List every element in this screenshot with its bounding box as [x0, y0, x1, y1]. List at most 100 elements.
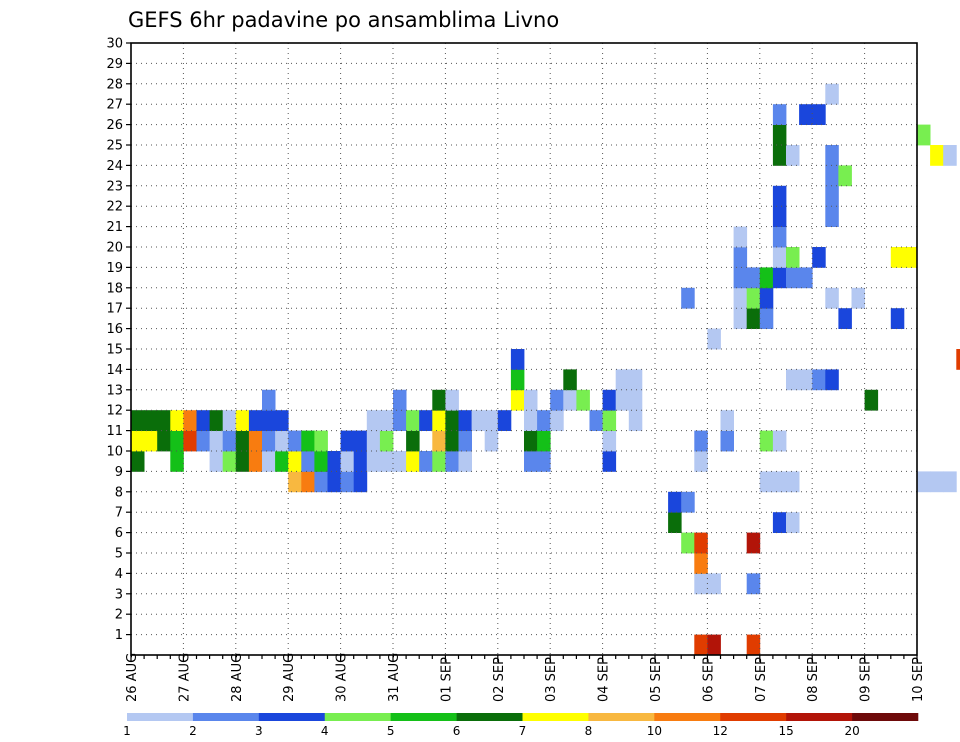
heatmap-cell: [772, 145, 787, 166]
heatmap-cell: [209, 410, 224, 431]
heatmap-cell: [458, 451, 472, 472]
heatmap-cell: [406, 430, 420, 452]
x-tick-label: 09 SEP: [859, 657, 874, 702]
heatmap-cell: [825, 145, 839, 166]
x-tick-label: 30 AUG: [335, 653, 350, 702]
heatmap-cell: [759, 287, 774, 309]
y-tick-label: 24: [106, 159, 123, 174]
heatmap-cell: [445, 389, 459, 411]
y-tick-label: 6: [115, 526, 123, 541]
heatmap-cell: [393, 389, 407, 411]
heatmap-cell: [602, 430, 617, 452]
heatmap-cell: [340, 471, 355, 493]
y-tick-label: 2: [115, 608, 123, 623]
y-tick-label: 26: [106, 118, 123, 133]
heatmap-cell: [353, 471, 368, 493]
colorbar-legend: 1 2 3 4 5 6 7 8 10 12 15 20: [123, 713, 919, 738]
heatmap-cell: [602, 410, 617, 431]
heatmap-cell: [222, 451, 237, 472]
heatmap-cell: [628, 410, 643, 431]
heatmap-cell: [432, 430, 446, 452]
heatmap-cell: [170, 451, 184, 472]
heatmap-cell: [524, 410, 538, 431]
colorbar-label: 12: [713, 724, 728, 738]
x-tick-label: 04 SEP: [597, 657, 612, 702]
heatmap-cell: [786, 267, 800, 289]
x-tick-label: 26 AUG: [125, 653, 140, 702]
heatmap-cell: [812, 369, 826, 391]
y-tick-label: 7: [115, 506, 123, 521]
colorbar-swatch: [324, 713, 391, 721]
heatmap-cell: [838, 165, 852, 187]
heatmap-cell: [786, 512, 800, 533]
heatmap-cell: [694, 451, 708, 472]
x-tick-label: 28 AUG: [230, 653, 245, 702]
y-tick-label: 11: [106, 424, 123, 439]
y-tick-label: 21: [106, 220, 123, 235]
heatmap-cell: [799, 369, 813, 391]
heatmap-cell: [366, 430, 381, 452]
y-tick-label: 17: [106, 302, 123, 317]
y-tick-label: 13: [106, 383, 123, 398]
heatmap-cell: [786, 145, 800, 166]
y-tick-label: 10: [106, 445, 123, 460]
heatmap-cell: [393, 410, 407, 431]
heatmap-cell: [209, 451, 224, 472]
heatmap-cell: [681, 287, 695, 309]
heatmap-cell: [772, 267, 787, 289]
heatmap-cell: [943, 471, 957, 493]
heatmap-cell: [668, 512, 682, 533]
y-tick-label: 27: [106, 98, 123, 113]
heatmap-cell: [157, 430, 171, 452]
heatmap-cell: [379, 451, 394, 472]
heatmap-cell: [733, 287, 748, 309]
heatmap-cell: [707, 634, 721, 656]
heatmap-cell: [537, 451, 551, 472]
colorbar-label: 10: [647, 724, 662, 738]
heatmap-cell: [694, 430, 708, 452]
heatmap-cell: [681, 491, 695, 513]
colorbar-label: 8: [585, 724, 593, 738]
colorbar-label: 3: [255, 724, 263, 738]
y-tick-label: 30: [106, 37, 123, 52]
heatmap-cell: [786, 369, 800, 391]
heatmap-cell: [524, 389, 538, 411]
heatmap-cell: [917, 471, 931, 493]
heatmap-cell: [943, 145, 957, 166]
colorbar-swatch: [654, 713, 721, 721]
heatmap-cell: [930, 145, 944, 166]
heatmap-cell: [170, 430, 184, 452]
heatmap-cell: [301, 471, 315, 493]
heatmap-cell: [445, 410, 459, 431]
heatmap-cell: [786, 247, 800, 268]
heatmap-cell: [524, 451, 538, 472]
x-tick-label: 07 SEP: [754, 657, 769, 702]
heatmap-cell: [759, 308, 774, 329]
heatmap-cells: [131, 83, 960, 656]
heatmap-cell: [746, 573, 761, 595]
heatmap-cell: [275, 430, 289, 452]
heatmap-cell: [825, 287, 839, 309]
heatmap-cell: [222, 410, 237, 431]
heatmap-cell: [825, 206, 839, 227]
colorbar-label: 5: [387, 724, 395, 738]
heatmap-cell: [825, 83, 839, 105]
heatmap-cell: [497, 410, 512, 431]
heatmap-cell: [786, 471, 800, 493]
grid-lines: [131, 43, 917, 655]
heatmap-cell: [759, 267, 774, 289]
heatmap-cell: [510, 369, 525, 391]
heatmap-cell: [327, 471, 341, 493]
heatmap-cell: [602, 451, 617, 472]
heatmap-cell: [379, 410, 394, 431]
x-tick-label: 27 AUG: [177, 653, 192, 702]
heatmap-cell: [772, 206, 787, 227]
heatmap-cell: [720, 430, 734, 452]
heatmap-cell: [772, 124, 787, 146]
heatmap-cell: [157, 410, 171, 431]
heatmap-cell: [707, 573, 721, 595]
heatmap-cell: [615, 369, 630, 391]
heatmap-cell: [772, 104, 787, 125]
heatmap-cell: [550, 410, 564, 431]
colorbar-swatch: [786, 713, 853, 721]
